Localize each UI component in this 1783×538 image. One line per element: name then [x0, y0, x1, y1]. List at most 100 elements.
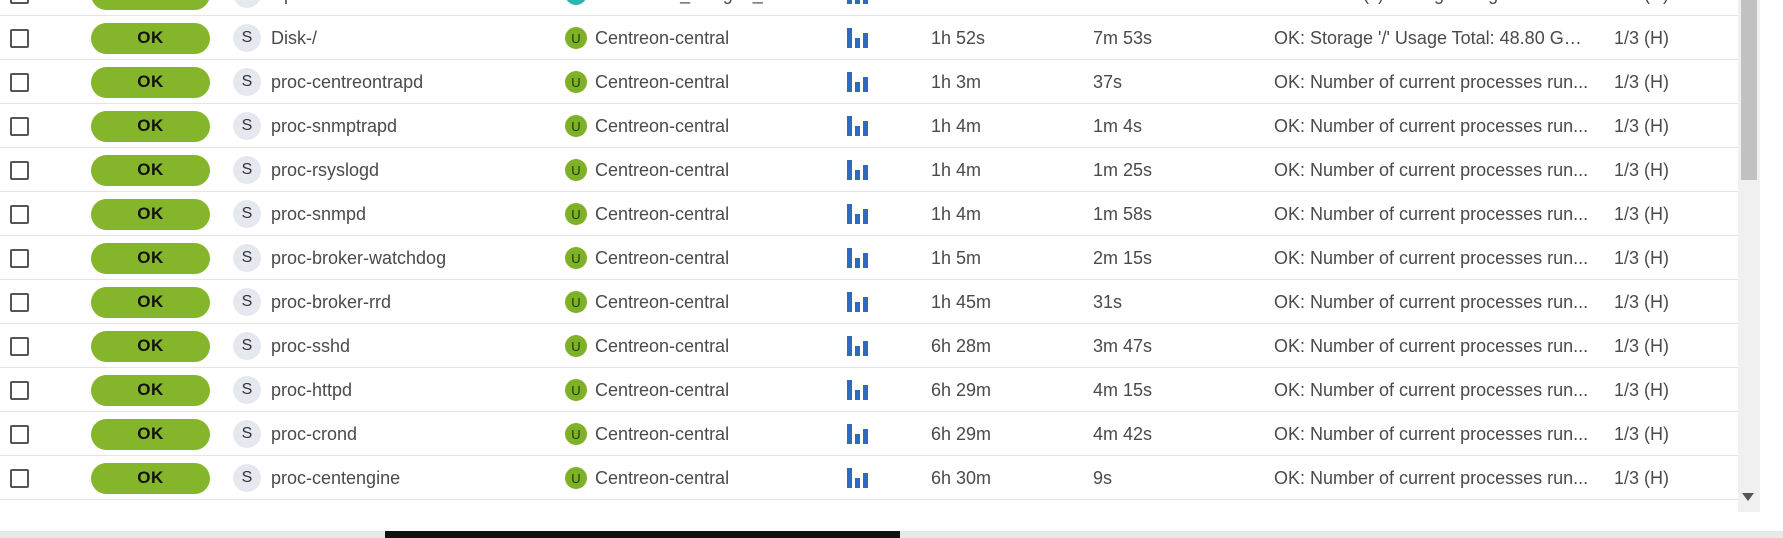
status-information: OK: Number of current processes run... — [1274, 247, 1589, 268]
host-name[interactable]: Centreon-central — [595, 291, 730, 312]
service-name[interactable]: proc-broker-rrd — [271, 291, 392, 312]
host-name[interactable]: Centreon-central — [595, 379, 730, 400]
row-select-checkbox[interactable] — [10, 424, 29, 444]
bar-chart-icon[interactable] — [847, 28, 868, 48]
row-select-checkbox[interactable] — [10, 292, 29, 312]
bar-chart-icon[interactable] — [847, 0, 868, 4]
last-check-value: 37s — [1093, 71, 1123, 92]
bar-chart-icon[interactable] — [847, 380, 868, 400]
host-cell[interactable]: U Centreon-central — [565, 324, 729, 368]
service-name[interactable]: Disk-/ — [271, 27, 317, 48]
host-name[interactable]: Centreon-central — [595, 335, 730, 356]
row-select-checkbox[interactable] — [10, 160, 29, 180]
bar-chart-icon[interactable] — [847, 292, 868, 312]
host-cell[interactable]: U Centreon-central — [565, 104, 729, 148]
host-cell[interactable]: U Centreon-central — [565, 368, 729, 412]
host-cell[interactable]: U Centreon-central — [565, 192, 729, 236]
vertical-scrollbar-thumb[interactable] — [1741, 0, 1757, 180]
service-cell[interactable]: S Disk-/ — [233, 16, 317, 60]
bar-chart-icon[interactable] — [847, 72, 868, 92]
host-name[interactable]: Centreon-central — [595, 423, 730, 444]
host-name[interactable]: Centreon-central — [595, 159, 730, 180]
row-select-checkbox[interactable] — [10, 28, 29, 48]
service-name[interactable]: proc-sshd — [271, 335, 351, 356]
service-name[interactable]: proc-centreontrapd — [271, 71, 424, 92]
host-status-badge: U — [565, 335, 587, 357]
service-cell[interactable]: S Cpu — [233, 0, 304, 16]
status-badge: OK — [91, 66, 210, 98]
host-cell[interactable]: U Centreon-central — [565, 16, 729, 60]
vertical-scrollbar[interactable] — [1738, 0, 1760, 512]
tries-value: 1/3 (H) — [1614, 291, 1670, 312]
host-cell[interactable]: U Centreon-central — [565, 148, 729, 192]
bar-chart-icon[interactable] — [847, 248, 868, 268]
host-cell[interactable]: P Kouwonou_koffigan_merveil — [565, 0, 821, 16]
host-name[interactable]: Kouwonou_koffigan_merveil — [595, 0, 821, 5]
table-row[interactable]: OK S Cpu P Kouwonou_koffigan_merveil 42s 42s OK… — [0, 0, 1738, 16]
bar-chart-icon[interactable] — [847, 424, 868, 444]
service-name[interactable]: proc-snmptrapd — [271, 115, 398, 136]
last-check-value: 7m 53s — [1093, 27, 1153, 48]
service-name[interactable]: Cpu — [271, 0, 304, 5]
host-name[interactable]: Centreon-central — [595, 247, 730, 268]
service-name[interactable]: proc-broker-watchdog — [271, 247, 447, 268]
host-name[interactable]: Centreon-central — [595, 27, 730, 48]
row-select-checkbox[interactable] — [10, 204, 29, 224]
host-name[interactable]: Centreon-central — [595, 71, 730, 92]
host-cell[interactable]: U Centreon-central — [565, 236, 729, 280]
row-select-checkbox[interactable] — [10, 336, 29, 356]
bar-chart-icon[interactable] — [847, 336, 868, 356]
host-name[interactable]: Centreon-central — [595, 115, 730, 136]
row-select-checkbox[interactable] — [10, 116, 29, 136]
host-cell[interactable]: U Centreon-central — [565, 60, 729, 104]
bar-chart-icon[interactable] — [847, 468, 868, 488]
bar-chart-icon[interactable] — [847, 160, 868, 180]
row-select-checkbox[interactable] — [10, 248, 29, 268]
service-name[interactable]: proc-centengine — [271, 467, 401, 488]
service-type-badge: S — [233, 420, 261, 448]
row-select-checkbox[interactable] — [10, 0, 29, 4]
host-cell[interactable]: U Centreon-central — [565, 280, 729, 324]
service-type-badge: S — [233, 24, 261, 52]
bar-chart-icon[interactable] — [847, 116, 868, 136]
last-check-value: 1m 58s — [1093, 203, 1153, 224]
status-information: OK: Storage '/' Usage Total: 48.80 GB ..… — [1274, 27, 1592, 48]
scroll-down-icon[interactable] — [1742, 493, 1754, 501]
host-cell[interactable]: U Centreon-central — [565, 412, 729, 456]
service-name[interactable]: proc-snmpd — [271, 203, 367, 224]
host-name[interactable]: Centreon-central — [595, 203, 730, 224]
bar-chart-icon[interactable] — [847, 204, 868, 224]
service-name[interactable]: proc-crond — [271, 423, 358, 444]
host-status-badge: U — [565, 423, 587, 445]
service-name[interactable]: proc-httpd — [271, 379, 353, 400]
row-select-checkbox[interactable] — [10, 468, 29, 488]
host-name[interactable]: Centreon-central — [595, 467, 730, 488]
horizontal-scrollbar-thumb[interactable] — [385, 531, 900, 538]
host-cell[interactable]: U Centreon-central — [565, 456, 729, 500]
row-select-checkbox[interactable] — [10, 380, 29, 400]
table-row[interactable]: OK S Disk-/ U Centreon-central 1h 52s 7m 53s OK… — [0, 16, 1738, 60]
row-select-checkbox[interactable] — [10, 72, 29, 92]
service-name[interactable]: proc-rsyslogd — [271, 159, 380, 180]
duration-value: 1h 4m — [931, 203, 982, 224]
